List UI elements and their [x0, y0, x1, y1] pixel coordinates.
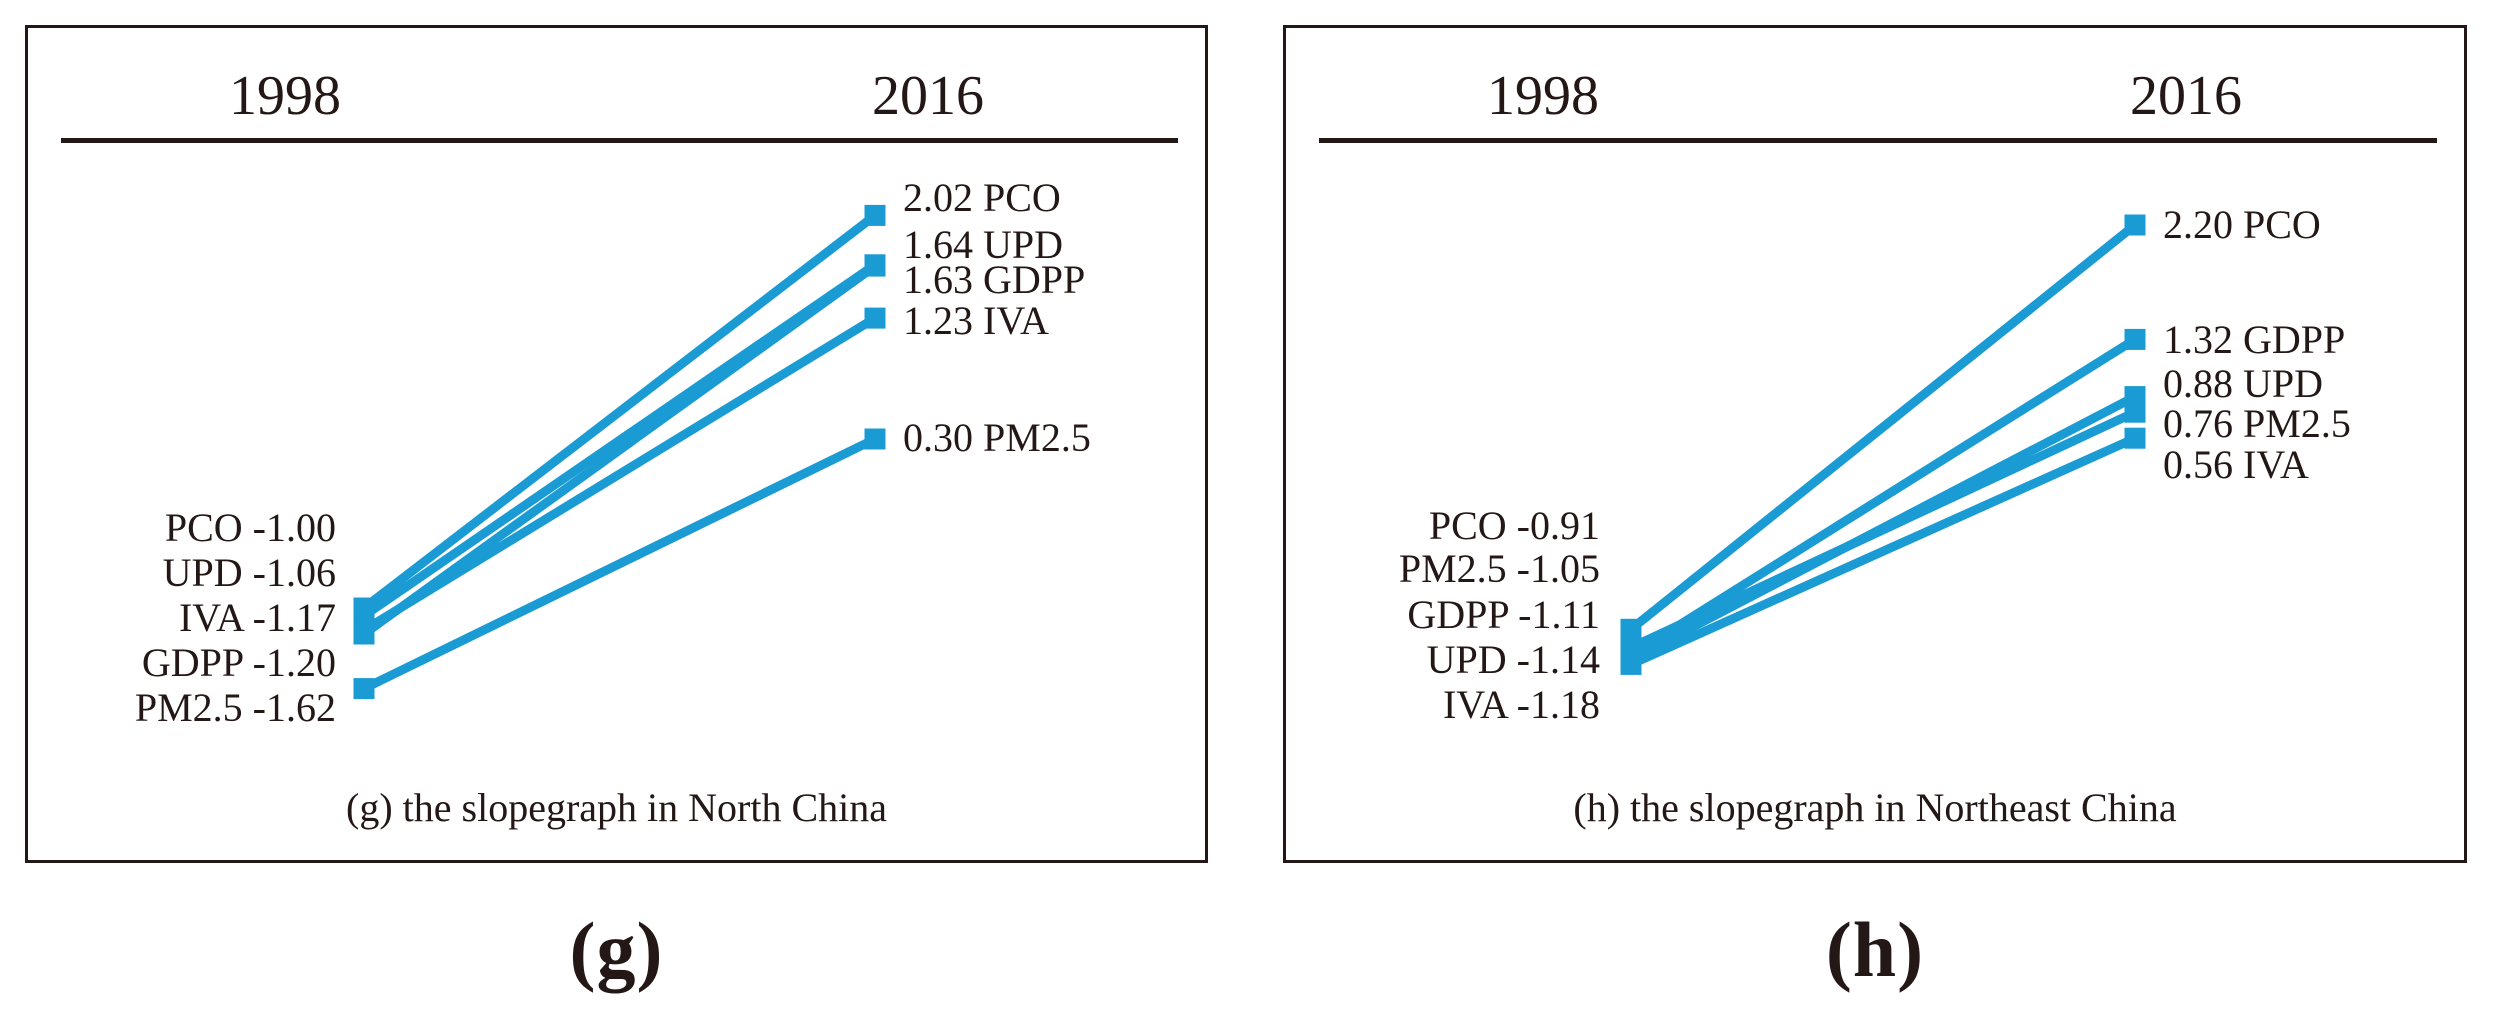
marker-IVA-1998: [353, 619, 375, 641]
start-label: IVA -1.18: [1442, 682, 1600, 727]
marker-PM2.5-1998: [353, 678, 375, 700]
marker-IVA-2016: [864, 307, 886, 329]
figure-letter-h: (h): [1825, 906, 1925, 993]
start-label: UPD -1.06: [162, 550, 336, 595]
end-label: 1.32 GDPP: [2163, 317, 2346, 362]
start-label: PCO -1.00: [164, 505, 336, 550]
start-label: PCO -0.91: [1428, 503, 1600, 548]
start-label: PM2.5 -1.62: [134, 685, 336, 730]
start-label: UPD -1.14: [1426, 637, 1600, 682]
start-label: GDPP -1.11: [1407, 592, 1600, 637]
slope-line-GDPP: [361, 262, 878, 638]
end-label: 2.20 PCO: [2163, 202, 2321, 247]
slope-line-PCO: [361, 211, 878, 612]
slope-chart-g: [353, 204, 886, 700]
end-label: 0.56 IVA: [2163, 442, 2309, 487]
column-header-2016: 2016: [872, 65, 984, 127]
start-label: IVA -1.17: [178, 595, 336, 640]
slope-line-PM2.5: [362, 434, 877, 693]
marker-PCO-2016: [2124, 214, 2146, 236]
end-label: 0.88 UPD: [2163, 361, 2324, 406]
marker-IVA-1998: [1620, 653, 1642, 675]
end-label: 1.23 IVA: [903, 298, 1049, 343]
column-header-1998: 1998: [229, 65, 341, 127]
panel-caption: (h) the slopegraph in Northeast China: [1573, 785, 2177, 830]
marker-GDPP-2016: [2124, 328, 2146, 350]
marker-IVA-2016: [2124, 427, 2146, 449]
slope-line-UPD: [1628, 392, 2138, 664]
end-label: 0.76 PM2.5: [2163, 401, 2351, 446]
slope-line-IVA: [361, 314, 878, 634]
column-header-2016: 2016: [2130, 65, 2242, 127]
slope-line-GDPP: [1628, 335, 2138, 660]
header-rule: [1319, 138, 2437, 143]
start-label: GDPP -1.20: [141, 640, 336, 685]
slope-line-IVA: [1629, 434, 2137, 669]
marker-PCO-1998: [1620, 618, 1642, 640]
end-label: 0.30 PM2.5: [903, 415, 1091, 460]
end-label: 2.02 PCO: [903, 175, 1061, 220]
slopegraph-panel-h: 1998 2016 PCO -0.91 PM2.5 -1.05 GDPP -1.11 UP…: [1283, 25, 2467, 863]
panel-caption: (g) the slopegraph in North China: [346, 785, 887, 830]
column-header-1998: 1998: [1487, 65, 1599, 127]
slopegraph-panel-g: 1998 2016 PCO -1.00 UPD -1.06 IVA -1.17 GDPP …: [25, 25, 1208, 863]
marker-PCO-2016: [864, 204, 886, 226]
marker-GDPP-2016: [864, 255, 886, 277]
start-label: PM2.5 -1.05: [1398, 546, 1600, 591]
end-label: 1.64 UPD: [903, 222, 1064, 267]
marker-UPD-2016: [2124, 386, 2146, 408]
slope-chart-h: [1620, 214, 2146, 675]
marker-PM2.5-2016: [864, 428, 886, 450]
figure-letter-g: (g): [569, 906, 664, 993]
slope-line-PCO: [1628, 221, 2138, 633]
end-label: 1.63 GDPP: [903, 257, 1086, 302]
header-rule: [61, 138, 1178, 143]
